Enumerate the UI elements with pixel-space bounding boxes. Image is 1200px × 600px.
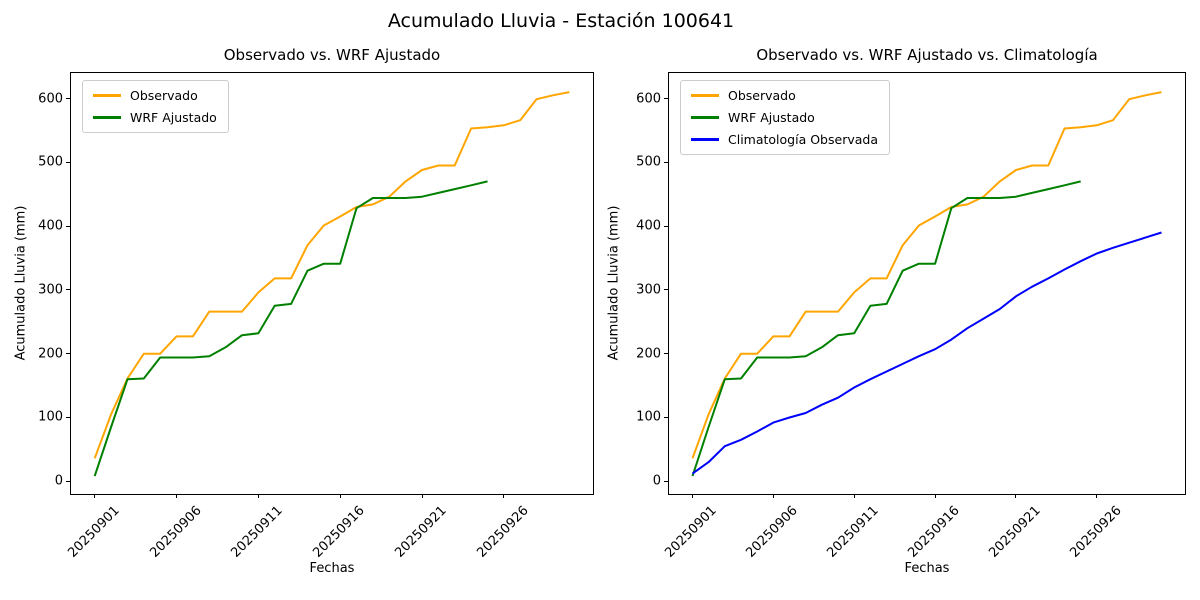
y-tick-mark	[664, 480, 668, 482]
y-tick-label: 300	[636, 282, 661, 298]
left-plot-area: Observado WRF Ajustado 0 100 200 300 400 500 6…	[38, 72, 594, 561]
x-tick-label: 20250911	[824, 503, 882, 561]
legend-item-observado: Observado	[93, 88, 217, 103]
x-tick-mark	[772, 494, 774, 498]
y-tick-mark	[664, 161, 668, 163]
plot-canvas	[691, 91, 1162, 477]
y-tick-mark	[66, 480, 70, 482]
x-tick-label: 20250921	[392, 503, 450, 561]
x-tick-label: 20250911	[228, 503, 287, 561]
y-tick-label: 400	[636, 218, 661, 234]
right-legend: Observado WRF Ajustado Climatología Obse…	[680, 80, 890, 155]
x-tick-label: 20250916	[905, 503, 963, 561]
series-line-wrf-ajustado	[93, 180, 488, 477]
y-tick-label: 300	[38, 282, 63, 298]
legend-label-observado: Observado	[130, 88, 198, 103]
figure-title: Acumulado Lluvia - Estación 100641	[387, 10, 735, 32]
legend-item-wrf-ajustado: WRF Ajustado	[93, 110, 217, 125]
y-tick-mark	[66, 225, 70, 227]
legend-line-climatologia-icon	[691, 138, 719, 141]
right-x-axis-label: Fechas	[904, 561, 950, 576]
legend-line-wrf-ajustado-icon	[691, 116, 719, 119]
y-tick-label: 100	[636, 409, 661, 425]
x-tick-label: 20250926	[474, 503, 532, 561]
x-tick-label: 20250906	[743, 503, 802, 561]
series-line-observado	[93, 91, 570, 459]
left-y-axis-label: Acumulado Lluvia (mm)	[13, 205, 29, 361]
x-tick-label: 20250926	[1067, 503, 1125, 561]
y-tick-label: 200	[636, 346, 661, 362]
x-tick-mark	[503, 494, 505, 498]
y-tick-label: 0	[54, 473, 63, 489]
x-tick-mark	[853, 494, 855, 498]
legend-item-wrf-ajustado: WRF Ajustado	[691, 110, 878, 125]
left-x-axis-label: Fechas	[309, 561, 355, 576]
legend-line-observado-icon	[691, 94, 719, 97]
legend-item-observado: Observado	[691, 88, 878, 103]
x-tick-label: 20250921	[986, 503, 1044, 561]
y-tick-mark	[664, 416, 668, 418]
x-tick-mark	[1096, 494, 1098, 498]
y-tick-label: 500	[38, 154, 63, 170]
x-tick-mark	[691, 494, 693, 498]
y-tick-mark	[66, 161, 70, 163]
y-tick-mark	[664, 289, 668, 291]
y-tick-mark	[66, 353, 70, 355]
y-tick-mark	[664, 225, 668, 227]
x-tick-mark	[421, 494, 423, 498]
right-chart-title: Observado vs. WRF Ajustado vs. Climatolo…	[756, 46, 1098, 64]
legend-label-wrf-ajustado: WRF Ajustado	[130, 110, 217, 125]
legend-label-observado: Observado	[728, 88, 796, 103]
x-tick-mark	[176, 494, 178, 498]
y-tick-mark	[66, 98, 70, 99]
x-tick-mark	[94, 494, 96, 498]
y-tick-label: 200	[38, 346, 63, 362]
y-tick-label: 400	[38, 218, 63, 234]
x-tick-label: 20250901	[65, 503, 123, 561]
series-line-climatolog-a-observada	[691, 231, 1162, 475]
y-tick-label: 600	[38, 91, 63, 106]
left-chart-title: Observado vs. WRF Ajustado	[223, 46, 441, 64]
y-tick-mark	[664, 353, 668, 355]
left-legend: Observado WRF Ajustado	[82, 80, 229, 133]
legend-label-climatologia: Climatología Observada	[728, 132, 878, 147]
right-plot-area: Observado WRF Ajustado Climatología Obse…	[636, 72, 1186, 561]
x-tick-label: 20250916	[310, 503, 368, 561]
y-tick-mark	[664, 98, 668, 99]
y-tick-label: 600	[636, 91, 661, 106]
y-tick-label: 500	[636, 154, 661, 170]
x-tick-label: 20250901	[662, 503, 721, 561]
y-tick-label: 100	[38, 409, 63, 425]
plot-canvas	[93, 91, 570, 477]
legend-item-climatologia: Climatología Observada	[691, 132, 878, 147]
series-line-observado	[691, 91, 1162, 459]
series-line-wrf-ajustado	[691, 180, 1081, 477]
right-y-axis-label: Acumulado Lluvia (mm)	[606, 205, 622, 361]
x-tick-mark	[1015, 494, 1017, 498]
legend-line-wrf-ajustado-icon	[93, 116, 121, 119]
legend-line-observado-icon	[93, 94, 121, 97]
x-tick-mark	[934, 494, 936, 498]
y-tick-mark	[66, 289, 70, 291]
y-tick-mark	[66, 416, 70, 418]
legend-label-wrf-ajustado: WRF Ajustado	[728, 110, 815, 125]
y-tick-label: 0	[652, 473, 661, 489]
x-tick-label: 20250906	[146, 503, 205, 561]
x-tick-mark	[257, 494, 259, 498]
x-tick-mark	[339, 494, 341, 498]
